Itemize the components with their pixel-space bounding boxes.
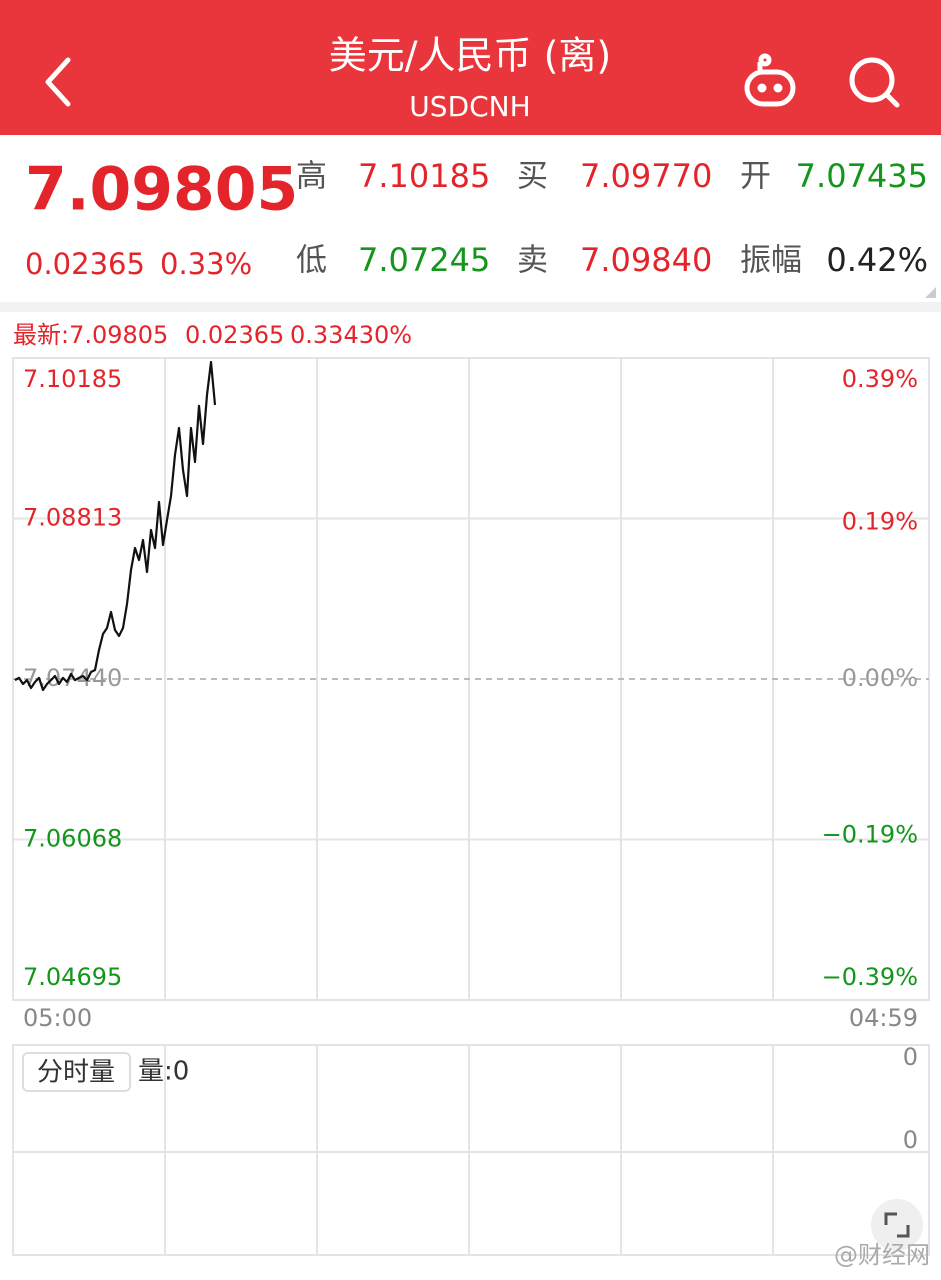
corner-mark [925,287,936,298]
y-tick-label: 7.06068 [23,824,122,852]
y-tick-label: 7.04695 [23,963,122,991]
volume-panel [12,1044,930,1256]
y-tick-label: 7.08813 [23,503,122,531]
change: 0.02365 [25,247,145,281]
fullscreen-button[interactable] [871,1199,923,1251]
stat-label: 买 [517,159,548,195]
stat-value: 7.07435 [796,157,928,195]
stat-value: 7.07245 [358,241,490,279]
volume-button[interactable] [22,1052,131,1092]
latest-change: 0.02365 [185,321,284,349]
stat-value: 7.09770 [580,157,712,195]
latest-change-pct: 0.33430% [290,321,412,349]
x-tick-label: 04:59 [849,1004,918,1032]
fullscreen-icon [884,1212,910,1238]
y2-tick-label: 0.19% [842,508,918,536]
y-tick-label: 7.10185 [23,365,122,393]
stat-value: 7.09840 [580,241,712,279]
price: 7.09805 [25,155,298,225]
stat-value: 0.42% [826,241,928,279]
stat-label: 卖 [517,243,548,279]
volume-label: 量:0 [138,1057,189,1087]
volume-tick: 0 [903,1126,918,1154]
title: 美元/人民币 (离) [329,34,612,78]
subtitle: USDCNH [409,90,530,123]
y2-tick-label: 0.39% [842,365,918,393]
robot-icon[interactable] [744,53,796,107]
stat-label: 开 [740,159,771,195]
x-tick-label: 05:00 [23,1004,92,1032]
stat-label: 振幅 [740,243,802,279]
search-icon[interactable] [849,57,900,108]
latest-price: 最新:7.09805 [13,321,168,349]
volume-tick: 0 [903,1043,918,1071]
y2-tick-label: −0.19% [822,820,918,848]
back-button[interactable] [45,57,71,107]
header-bar [0,0,941,135]
separator [0,302,941,312]
change-pct: 0.33% [160,247,252,281]
stat-label: 低 [296,243,327,279]
y2-tick-label: 0.00% [842,664,918,692]
watermark: @财经网 [834,1241,930,1269]
volume-button-label: 分时量 [37,1058,115,1088]
stat-label: 高 [296,159,327,195]
y2-tick-label: −0.39% [822,963,918,991]
stat-value: 7.10185 [358,157,490,195]
price-line [14,360,217,692]
